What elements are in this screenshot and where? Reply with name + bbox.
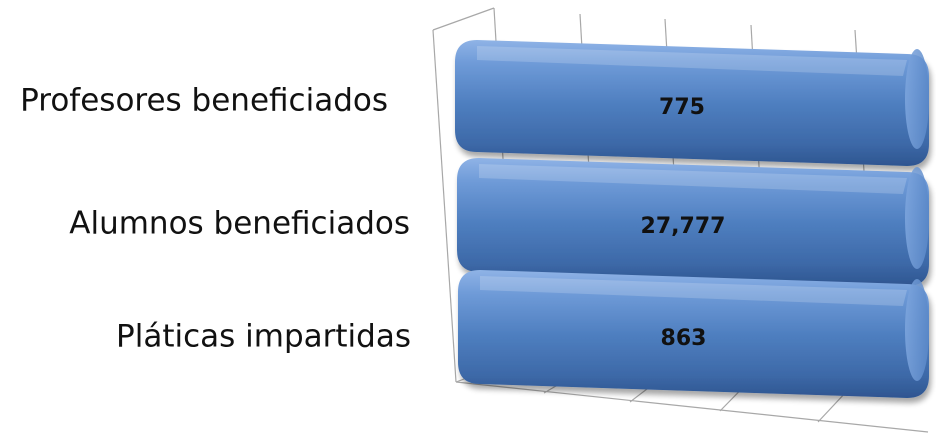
wall-top-edge bbox=[432, 7, 495, 31]
data-label: 775 bbox=[659, 95, 705, 120]
data-label: 27,777 bbox=[641, 214, 726, 239]
bar-end-cap bbox=[905, 279, 929, 381]
wall-left-edge bbox=[432, 29, 457, 383]
bar-highlight bbox=[477, 46, 907, 76]
bar-highlight bbox=[480, 276, 907, 306]
data-labels: 775 27,777 863 bbox=[641, 95, 726, 351]
category-labels: Profesores beneficiados Alumnos beneficia… bbox=[20, 83, 411, 355]
data-label: 863 bbox=[661, 326, 707, 351]
bar bbox=[457, 158, 929, 286]
bar bbox=[455, 40, 929, 166]
bar-end-cap bbox=[905, 49, 929, 149]
category-label: Alumnos beneficiados bbox=[69, 206, 410, 242]
bar bbox=[458, 270, 929, 398]
category-label: Profesores beneficiados bbox=[20, 83, 388, 119]
floor-front-edge bbox=[455, 381, 929, 433]
category-label: Pláticas impartidas bbox=[116, 319, 411, 355]
bar-highlight bbox=[479, 164, 907, 194]
bars-group bbox=[455, 40, 929, 398]
bar-end-cap bbox=[905, 167, 929, 269]
